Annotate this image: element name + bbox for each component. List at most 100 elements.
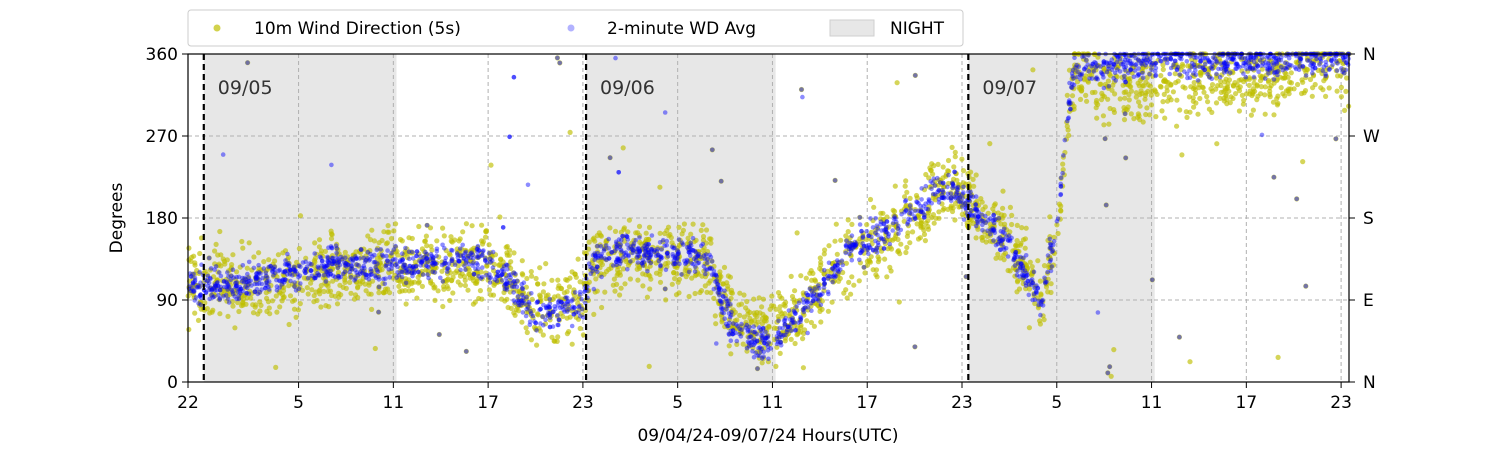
- data-point: [233, 283, 239, 289]
- data-point: [684, 245, 690, 250]
- data-point: [921, 231, 928, 237]
- data-point: [528, 269, 534, 275]
- data-point: [312, 251, 318, 256]
- data-point: [931, 176, 937, 181]
- data-point: [1147, 72, 1152, 77]
- data-point: [1333, 136, 1339, 142]
- data-point: [1123, 79, 1128, 85]
- data-point: [591, 311, 597, 317]
- data-point: [649, 247, 654, 252]
- data-point: [883, 226, 888, 232]
- data-point: [760, 296, 767, 302]
- data-point: [658, 265, 664, 272]
- data-point: [980, 217, 987, 223]
- y-right-tick-label: E: [1363, 291, 1374, 311]
- data-point: [434, 238, 440, 244]
- data-point: [537, 292, 543, 298]
- data-point: [830, 260, 836, 267]
- data-point: [1005, 238, 1011, 243]
- data-point: [969, 192, 975, 199]
- data-point: [757, 328, 763, 334]
- data-point: [1267, 57, 1273, 64]
- data-point: [774, 344, 780, 350]
- data-point: [822, 267, 827, 273]
- x-tick-label: 17: [1236, 393, 1258, 413]
- data-point: [352, 292, 359, 298]
- data-point: [687, 258, 693, 265]
- data-point: [1111, 79, 1117, 85]
- data-point: [721, 290, 727, 296]
- data-point: [1191, 73, 1197, 79]
- data-point: [245, 271, 250, 277]
- data-point: [525, 182, 531, 188]
- data-point: [540, 314, 546, 320]
- data-point: [263, 275, 269, 281]
- data-point: [593, 276, 599, 282]
- data-point: [991, 212, 996, 218]
- data-point: [269, 298, 276, 304]
- data-point: [507, 289, 513, 295]
- data-point: [754, 349, 760, 355]
- data-point: [838, 237, 844, 243]
- data-point: [1093, 65, 1099, 70]
- data-point: [726, 298, 732, 304]
- data-point: [564, 295, 570, 301]
- data-point: [243, 279, 249, 285]
- data-point: [335, 273, 341, 279]
- data-point: [256, 289, 262, 295]
- data-point: [372, 345, 378, 352]
- data-point: [769, 293, 775, 299]
- data-point: [1105, 96, 1111, 102]
- data-point: [920, 224, 926, 230]
- data-point: [256, 281, 262, 286]
- data-point: [759, 360, 765, 366]
- data-point: [796, 300, 802, 306]
- data-point: [630, 247, 636, 253]
- data-point: [345, 262, 351, 268]
- data-point: [1143, 111, 1149, 118]
- data-point: [376, 260, 383, 266]
- data-point: [577, 313, 583, 319]
- data-point: [1019, 261, 1024, 267]
- data-point: [1313, 55, 1319, 62]
- data-point: [442, 264, 448, 271]
- data-point: [1329, 58, 1334, 64]
- x-axis-title: 09/04/24-09/07/24 Hours(UTC): [637, 426, 898, 446]
- data-point: [243, 282, 249, 288]
- data-point: [1157, 83, 1163, 89]
- data-point: [479, 276, 485, 282]
- data-point: [677, 261, 682, 267]
- data-point: [849, 221, 855, 227]
- data-point: [303, 255, 309, 261]
- data-point: [285, 254, 292, 260]
- data-point: [1050, 249, 1056, 255]
- data-point: [785, 324, 791, 330]
- data-point: [540, 314, 545, 319]
- data-point: [866, 233, 871, 239]
- data-point: [951, 164, 957, 170]
- data-point: [533, 275, 539, 282]
- data-point: [878, 219, 884, 224]
- data-point: [1144, 75, 1150, 81]
- data-point: [843, 287, 849, 293]
- data-point: [462, 247, 468, 253]
- data-point: [847, 235, 853, 241]
- data-point: [212, 261, 218, 267]
- data-point: [929, 186, 934, 192]
- data-point: [1197, 64, 1202, 70]
- data-point: [1279, 54, 1284, 60]
- data-point: [321, 266, 326, 272]
- data-point: [292, 271, 298, 277]
- data-point: [1344, 75, 1350, 81]
- data-point: [954, 186, 960, 192]
- data-point: [1310, 73, 1317, 79]
- data-point: [872, 248, 879, 254]
- data-point: [207, 310, 213, 316]
- data-point: [511, 270, 517, 276]
- data-point: [647, 286, 653, 292]
- data-point: [376, 273, 382, 279]
- data-point: [760, 311, 766, 317]
- data-point: [1170, 89, 1176, 95]
- data-point: [429, 263, 435, 269]
- data-point: [1310, 66, 1315, 72]
